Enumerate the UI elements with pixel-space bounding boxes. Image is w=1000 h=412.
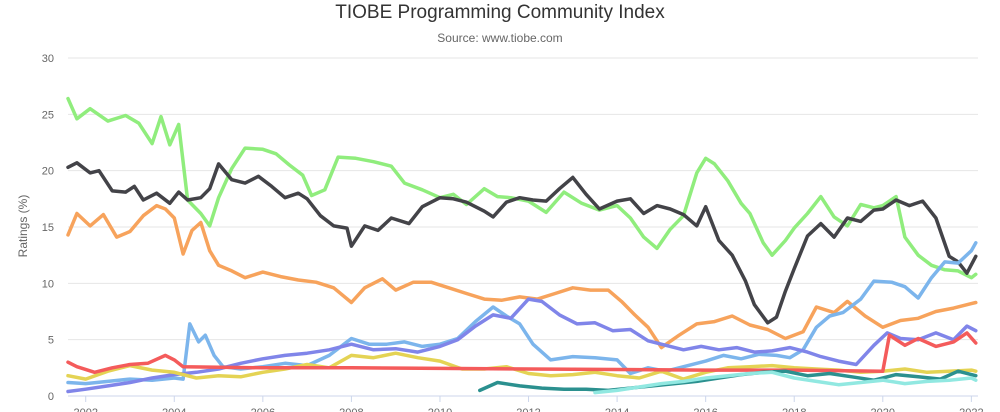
y-tick-label: 10 bbox=[42, 278, 54, 290]
x-tick-label: 2016 bbox=[693, 407, 717, 412]
x-tick-label: 2018 bbox=[782, 407, 806, 412]
y-tick-label: 30 bbox=[42, 53, 54, 65]
y-tick-label: 0 bbox=[48, 391, 54, 403]
x-tick-label: 2004 bbox=[162, 407, 186, 412]
y-tick-label: 25 bbox=[42, 109, 54, 121]
series-line-3[interactable] bbox=[66, 241, 978, 386]
x-tick-label: 2012 bbox=[516, 407, 540, 412]
x-tick-label: 2020 bbox=[871, 407, 895, 412]
series-line-4[interactable] bbox=[66, 297, 978, 394]
y-tick-label: 15 bbox=[42, 222, 54, 234]
chart-title: TIOBE Programming Community Index bbox=[335, 2, 665, 23]
y-axis-label: Ratings (%) bbox=[16, 195, 30, 258]
series-lines bbox=[66, 96, 978, 395]
y-tick-label: 5 bbox=[48, 335, 54, 347]
y-tick-label: 20 bbox=[42, 166, 54, 178]
series-line-1[interactable] bbox=[66, 161, 978, 325]
x-tick-label: 2006 bbox=[251, 407, 275, 412]
x-tick-label: 2008 bbox=[339, 407, 363, 412]
x-tick-label: 2014 bbox=[605, 407, 629, 412]
x-tick-label: 2010 bbox=[428, 407, 452, 412]
gridlines bbox=[68, 57, 978, 397]
x-tick-label: 2022 bbox=[959, 407, 983, 412]
series-line-8[interactable] bbox=[593, 370, 978, 395]
series-line-0[interactable] bbox=[66, 96, 978, 280]
series-line-6[interactable] bbox=[66, 331, 978, 375]
x-axis-ticks: 2002 2004 2006 2008 2010 2012 2014 2016 2018 2020… bbox=[73, 396, 984, 412]
y-axis-ticks: 0 5 10 15 20 25 30 bbox=[42, 53, 54, 403]
chart-subtitle: Source: www.tiobe.com bbox=[437, 31, 563, 45]
x-tick-label: 2002 bbox=[73, 407, 97, 412]
series-line-2[interactable] bbox=[66, 203, 978, 350]
